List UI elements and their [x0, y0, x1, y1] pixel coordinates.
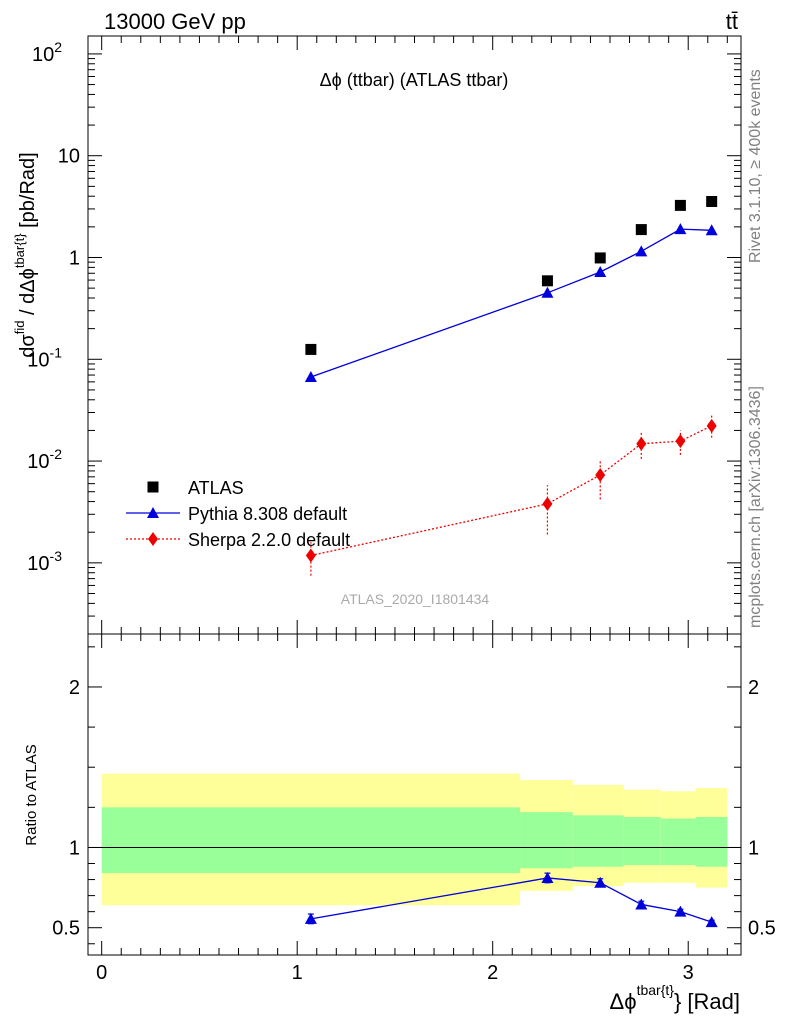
ratio-pythia-point	[674, 905, 687, 917]
x-axis-label: Δϕtbar{t}} [Rad]	[610, 982, 740, 1014]
ratio-y-tick-label-right: 2	[748, 677, 759, 699]
pythia-line	[310, 228, 712, 378]
ratio-band-inner	[572, 815, 624, 867]
ratio-band-inner	[101, 807, 521, 874]
main-y-label-group: dσfid / dΔϕtbar{t} [pb/Rad]	[12, 152, 39, 357]
ratio-y-tick-label-left: 1	[69, 837, 80, 859]
ratio-y-tick-label-right: 0.5	[748, 918, 776, 940]
y-tick-label: 10	[58, 146, 80, 168]
ratio-pythia-point	[541, 871, 554, 883]
rivet-label: Rivet 3.1.10, ≥ 400k events	[747, 69, 764, 263]
ratio-band-inner	[696, 816, 728, 867]
pythia-point	[705, 224, 718, 236]
main-y-label-text: dσfid / dΔϕtbar{t} [pb/Rad]	[12, 152, 39, 357]
y-tick-label: 1	[69, 247, 80, 269]
ratio-axis-ticks: 0.5 0.5 1 1 2 2 0 1 2 3	[52, 634, 776, 984]
legend-atlas-marker	[147, 481, 159, 493]
y-tick-label-exponent: 2	[54, 39, 62, 55]
pythia-point	[541, 286, 554, 298]
atlas-point	[674, 199, 686, 211]
sherpa-point	[595, 467, 606, 482]
main-frame	[87, 35, 742, 635]
ratio-pythia-point	[304, 912, 317, 924]
main-y-label-unit: [pb/Rad]	[17, 152, 39, 233]
atlas-point	[706, 195, 718, 207]
sherpa-point	[636, 436, 647, 451]
x-tick-label: 2	[487, 962, 498, 984]
ratio-y-tick-label-left: 0.5	[52, 918, 80, 940]
atlas-point	[635, 224, 647, 236]
ratio-pythia-line	[310, 877, 712, 923]
ratio-y-tick-label-right: 1	[748, 837, 759, 859]
legend-pythia-label: Pythia 8.308 default	[188, 504, 347, 524]
pythia-point	[674, 223, 687, 235]
sherpa-line	[310, 425, 712, 557]
energy-label: 13000 GeV pp	[104, 9, 246, 34]
sherpa-point	[675, 434, 686, 449]
x-tick-label: 0	[96, 962, 107, 984]
ratio-plot-marks	[304, 871, 718, 928]
ratio-y-tick-label-left: 2	[69, 677, 80, 699]
y-tick-label-exponent: -3	[50, 548, 63, 564]
main-y-label-sup: fid	[12, 321, 27, 335]
main-plot-marks	[304, 195, 718, 576]
legend-pythia-marker	[147, 507, 159, 518]
legend-sherpa-marker	[148, 532, 158, 546]
ratio-pythia-point	[635, 898, 648, 910]
atlas-point	[541, 275, 553, 287]
sherpa-point	[542, 496, 553, 511]
atlas-point	[594, 252, 606, 264]
ratio-panel: 0.5 0.5 1 1 2 2 0 1 2 3 Ratio to ATLAS	[23, 633, 776, 984]
legend-sherpa-label: Sherpa 2.2.0 default	[188, 530, 350, 550]
pythia-point	[635, 245, 648, 257]
ratio-pythia-point	[594, 876, 607, 888]
y-tick-label: 102	[32, 39, 62, 66]
legend: ATLAS Pythia 8.308 default Sherpa 2.2.0 de…	[126, 478, 350, 550]
atlas-point	[305, 343, 317, 355]
ratio-pythia-point	[705, 916, 718, 928]
x-tick-label: 1	[292, 962, 303, 984]
legend-atlas-label: ATLAS	[188, 478, 244, 498]
y-tick-label-exponent: -2	[50, 446, 63, 462]
ratio-band-inner	[520, 812, 573, 869]
ratio-bands	[88, 773, 741, 906]
main-y-label-mid: / dΔϕ	[17, 268, 39, 320]
sherpa-point	[706, 418, 717, 433]
y-tick-label-exponent: -1	[50, 344, 63, 360]
ratio-y-axis-label: Ratio to ATLAS	[23, 744, 40, 845]
main-y-label-sup2: tbar{t}	[12, 233, 27, 268]
pythia-point	[594, 266, 607, 278]
process-label: tt̄	[726, 9, 738, 34]
sherpa-point	[305, 548, 316, 563]
y-tick-label: 10-2	[27, 446, 62, 473]
ratio-band-inner	[660, 818, 697, 866]
main-chart-title: Δϕ (ttbar) (ATLAS ttbar)	[320, 70, 509, 90]
ratio-band-inner	[623, 816, 661, 866]
y-tick-label: 10-3	[27, 548, 62, 575]
analysis-id-label: ATLAS_2020_I1801434	[341, 591, 490, 607]
pythia-point	[304, 370, 317, 382]
mcplots-label: mcplots.cern.ch [arXiv:1306.3436]	[747, 386, 764, 628]
x-tick-label: 3	[683, 962, 694, 984]
